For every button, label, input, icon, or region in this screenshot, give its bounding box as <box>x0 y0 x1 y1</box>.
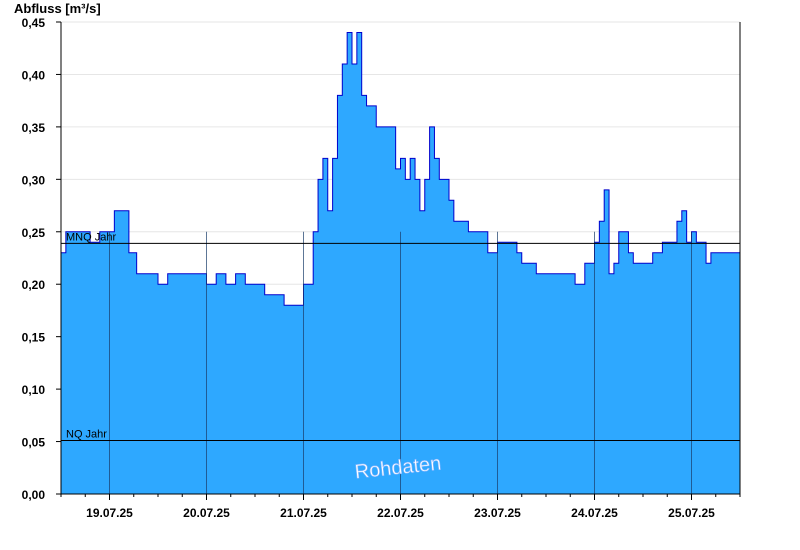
x-tick-label: 24.07.25 <box>571 506 618 520</box>
y-tick-label: 0,30 <box>22 173 46 187</box>
x-tick-label: 23.07.25 <box>474 506 521 520</box>
y-tick-label: 0,05 <box>22 436 46 450</box>
y-tick-label: 0,00 <box>22 488 46 502</box>
y-tick-label: 0,40 <box>22 68 46 82</box>
y-tick-label: 0,15 <box>22 331 46 345</box>
reference-line-label: NQ Jahr <box>66 429 107 441</box>
y-axis-label: Abfluss [m³/s] <box>14 1 101 16</box>
x-tick-label: 21.07.25 <box>280 506 327 520</box>
day-grid-layer <box>109 231 692 494</box>
y-tick-label: 0,10 <box>22 383 46 397</box>
reference-lines: MNQ Jahr NQ Jahr <box>61 231 740 442</box>
x-tick-label: 25.07.25 <box>668 506 715 520</box>
x-tick-label: 20.07.25 <box>183 506 230 520</box>
x-tick-label: 22.07.25 <box>377 506 424 520</box>
axes <box>56 21 741 500</box>
y-tick-label: 0,25 <box>22 226 46 240</box>
y-tick-label: 0,45 <box>22 16 46 30</box>
x-tick-label: 19.07.25 <box>86 506 133 520</box>
y-tick-label: 0,35 <box>22 121 46 135</box>
y-tick-label: 0,20 <box>22 278 46 292</box>
tick-labels: 0,00 0,05 0,10 0,15 0,20 0,25 0,30 0,35 0,40 0,45… <box>22 16 716 520</box>
reference-line-label: MNQ Jahr <box>66 231 116 243</box>
